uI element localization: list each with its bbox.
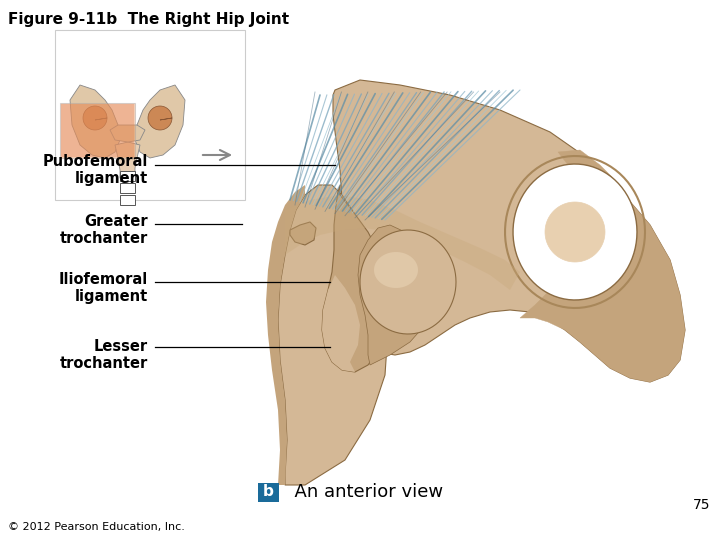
Text: b: b [263,484,274,500]
Polygon shape [322,275,360,372]
Polygon shape [322,185,390,372]
Polygon shape [360,230,456,334]
Polygon shape [70,85,120,158]
Bar [55,30,245,200]
Polygon shape [333,80,685,382]
Polygon shape [148,106,172,130]
Polygon shape [115,142,140,180]
Polygon shape [135,85,185,158]
Text: An anterior view: An anterior view [283,483,443,501]
Polygon shape [520,150,685,382]
Polygon shape [358,225,438,365]
Text: 75: 75 [693,498,710,512]
Polygon shape [278,185,388,485]
Polygon shape [110,125,145,142]
Polygon shape [285,195,520,290]
Polygon shape [266,185,305,485]
Bar [61,104,134,157]
FancyBboxPatch shape [258,483,279,502]
Bar [60,103,135,158]
Polygon shape [120,195,135,205]
Polygon shape [120,183,135,193]
Text: Lesser
trochanter: Lesser trochanter [60,339,148,371]
Text: Pubofemoral
ligament: Pubofemoral ligament [42,154,148,186]
Polygon shape [374,252,418,288]
Polygon shape [83,106,107,130]
Text: Greater
trochanter: Greater trochanter [60,214,148,246]
Text: Figure 9-11b  The Right Hip Joint: Figure 9-11b The Right Hip Joint [8,12,289,27]
Polygon shape [513,164,637,300]
Text: Iliofemoral
ligament: Iliofemoral ligament [59,272,148,304]
Polygon shape [290,222,316,245]
Text: © 2012 Pearson Education, Inc.: © 2012 Pearson Education, Inc. [8,522,185,532]
Polygon shape [545,202,605,262]
Polygon shape [120,171,135,181]
